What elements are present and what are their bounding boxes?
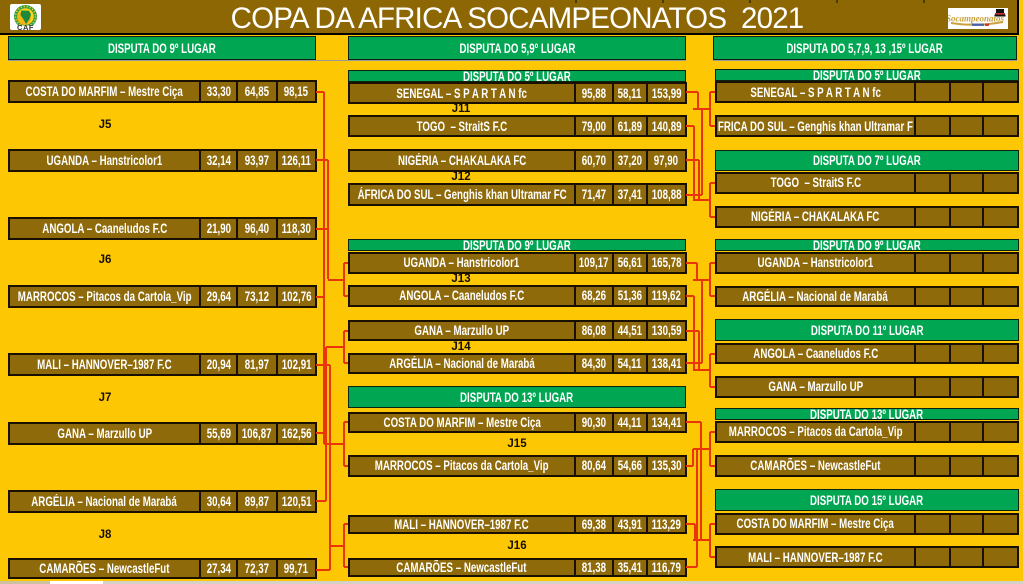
svg-text:Socampeonatos: Socampeonatos xyxy=(948,14,1004,24)
svg-text:CAF: CAF xyxy=(17,23,34,30)
